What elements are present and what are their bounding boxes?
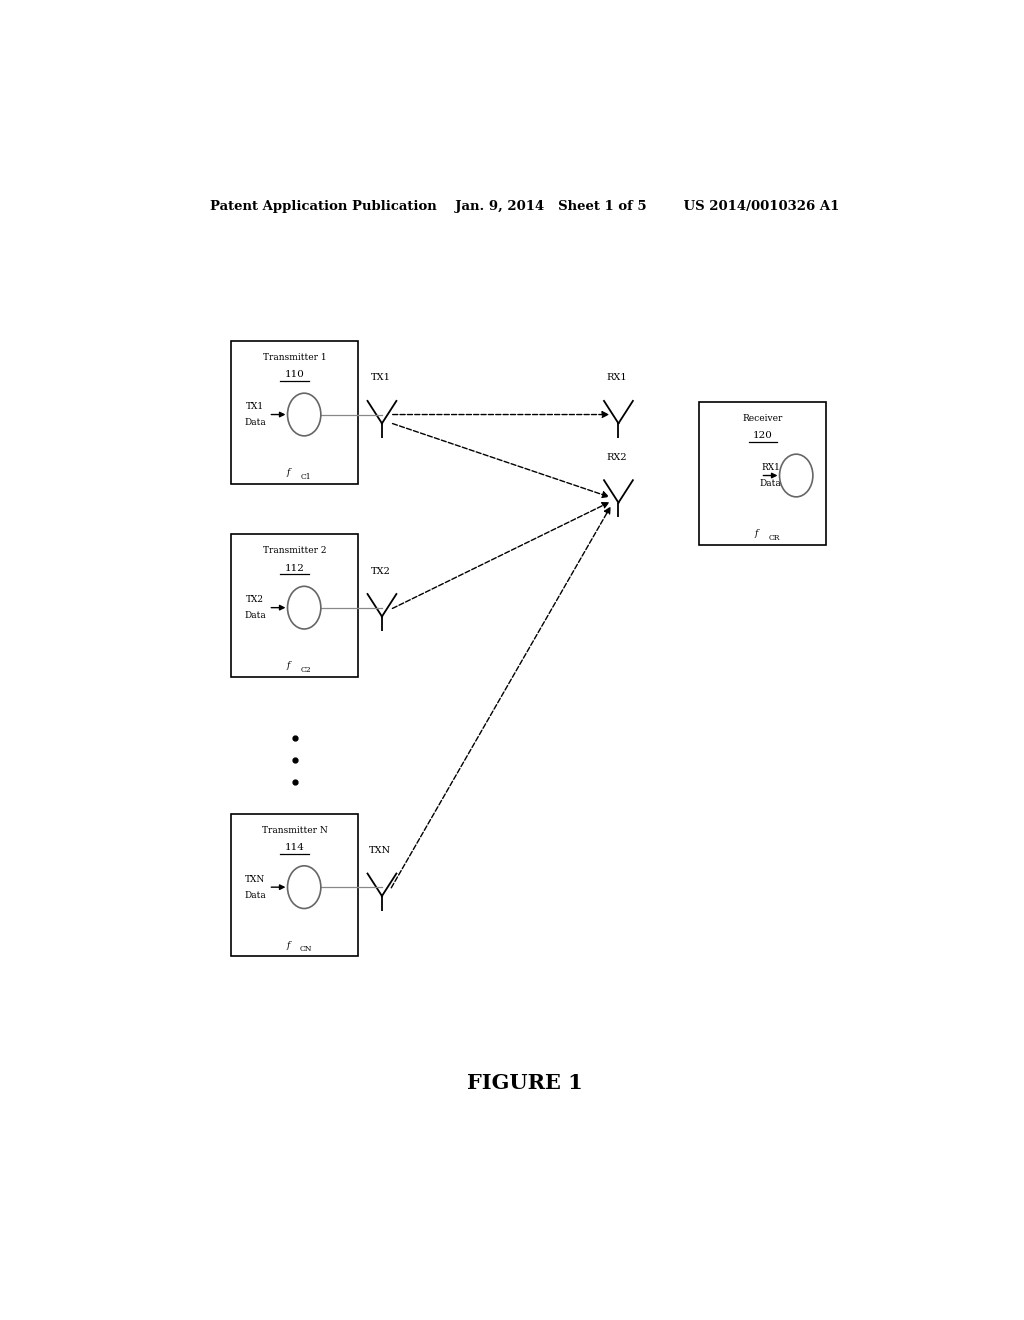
Bar <box>231 342 358 483</box>
Bar <box>231 814 358 956</box>
Text: RX2: RX2 <box>606 453 627 462</box>
Text: TX2: TX2 <box>246 595 264 605</box>
Text: 110: 110 <box>285 371 304 379</box>
Text: 120: 120 <box>753 432 773 441</box>
Text: TXN: TXN <box>245 875 265 883</box>
Text: RX1: RX1 <box>606 374 627 383</box>
Text: f: f <box>755 529 758 539</box>
Text: f: f <box>287 941 290 949</box>
Text: 114: 114 <box>285 843 304 851</box>
Text: FIGURE 1: FIGURE 1 <box>467 1073 583 1093</box>
Bar <box>231 535 358 677</box>
Text: Transmitter N: Transmitter N <box>262 826 328 834</box>
Text: TX1: TX1 <box>246 401 264 411</box>
Text: Data: Data <box>244 611 266 620</box>
Text: f: f <box>287 661 290 671</box>
Text: f: f <box>287 469 290 477</box>
Bar <box>699 403 826 545</box>
Text: Data: Data <box>244 891 266 900</box>
Text: Patent Application Publication    Jan. 9, 2014   Sheet 1 of 5        US 2014/001: Patent Application Publication Jan. 9, 2… <box>210 199 840 213</box>
Text: Data: Data <box>244 418 266 428</box>
Text: Transmitter 2: Transmitter 2 <box>263 546 327 556</box>
Text: C1: C1 <box>300 473 311 480</box>
Text: TXN: TXN <box>370 846 391 855</box>
Text: 112: 112 <box>285 564 304 573</box>
Text: CR: CR <box>768 533 779 541</box>
Text: RX1: RX1 <box>762 463 780 471</box>
Text: Data: Data <box>760 479 781 488</box>
Text: CN: CN <box>299 945 312 953</box>
Text: TX1: TX1 <box>371 374 390 383</box>
Text: Transmitter 1: Transmitter 1 <box>263 354 327 362</box>
Text: Receiver: Receiver <box>742 414 783 424</box>
Text: C2: C2 <box>300 665 311 673</box>
Text: TX2: TX2 <box>371 566 390 576</box>
